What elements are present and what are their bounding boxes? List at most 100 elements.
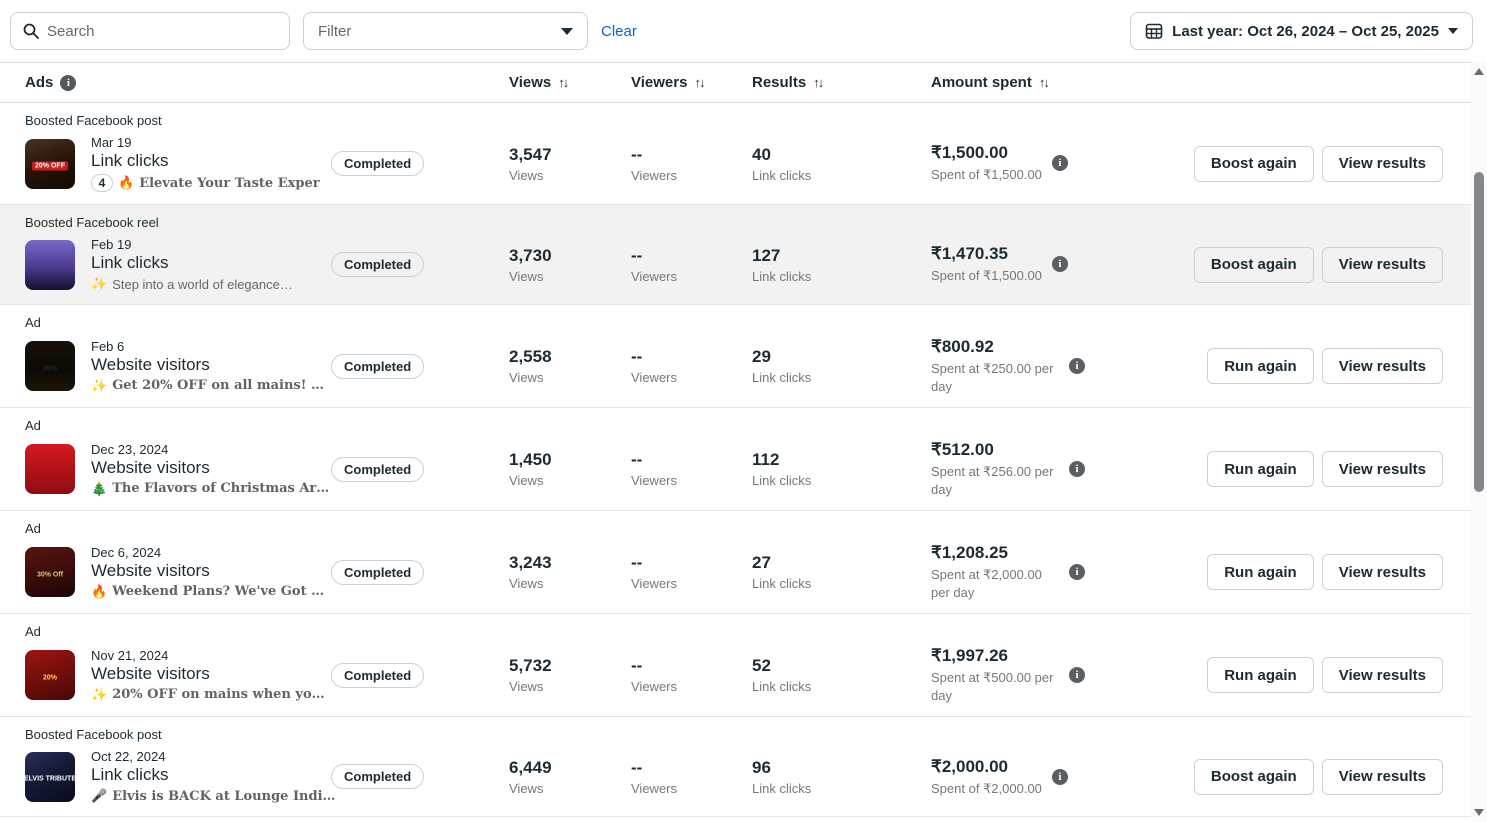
ad-media-cell: 20% OFF Mar 19 Link clicks 4 🔥 Elevate Y… <box>25 135 331 192</box>
ad-thumbnail[interactable]: 20% <box>25 650 75 701</box>
ad-type-label: Boosted Facebook post <box>25 113 162 128</box>
ad-media-cell: Feb 19 Link clicks ✨ Step into a world o… <box>25 237 331 292</box>
info-icon[interactable]: i <box>1051 768 1068 785</box>
ad-objective-title[interactable]: Website visitors <box>91 457 210 477</box>
primary-action-button[interactable]: Run again <box>1207 554 1314 591</box>
table-row[interactable]: Boosted Facebook reel Feb 19 Link clicks… <box>0 205 1487 305</box>
thumbnail-overlay-text: 20% OFF <box>32 161 68 171</box>
column-header-ads: Ads i <box>25 74 509 91</box>
caption-text: Elvis is BACK at Lounge Indi… <box>112 788 336 804</box>
sort-icon: ↑↓ <box>694 75 705 90</box>
viewers-value: -- <box>631 553 643 573</box>
views-cell: 5,732 Views <box>509 656 631 694</box>
primary-action-button[interactable]: Run again <box>1207 451 1314 488</box>
ad-caption: ✨ 20% OFF on mains when yo… <box>91 687 325 703</box>
scroll-up-icon[interactable] <box>1474 68 1484 75</box>
viewers-label: Viewers <box>631 370 678 386</box>
ad-media-cell: 20% Feb 6 Website visitors ✨ Get 20% OFF… <box>25 339 331 394</box>
ad-date: Dec 23, 2024 <box>91 441 169 457</box>
primary-action-button[interactable]: Run again <box>1207 348 1314 385</box>
ad-thumbnail[interactable] <box>25 444 75 495</box>
viewers-label: Viewers <box>631 473 678 489</box>
caption-emoji-icon: 🔥 <box>118 175 135 190</box>
status-cell: Completed <box>331 456 509 482</box>
amount-spent-value: ₹2,000.00 <box>931 756 1008 776</box>
view-results-button[interactable]: View results <box>1321 657 1443 694</box>
date-range-button[interactable]: Last year: Oct 26, 2024 – Oct 25, 2025 <box>1130 12 1473 50</box>
viewers-value: -- <box>631 757 643 777</box>
primary-action-button[interactable]: Boost again <box>1193 145 1314 182</box>
results-value: 96 <box>752 757 771 777</box>
amount-spent-value: ₹1,208.25 <box>931 543 1008 563</box>
scroll-down-icon[interactable] <box>1474 809 1484 816</box>
column-header-amount-spent[interactable]: Amount spent ↑↓ <box>931 74 1050 91</box>
ad-thumbnail[interactable]: ELVIS TRIBUTE <box>25 751 75 802</box>
vertical-scrollbar[interactable] <box>1471 62 1487 822</box>
ad-media-cell: ELVIS TRIBUTE Oct 22, 2024 Link clicks 🎤… <box>25 749 336 804</box>
search-input[interactable]: Search <box>10 12 290 50</box>
chevron-down-icon <box>561 27 573 35</box>
ad-objective-title[interactable]: Link clicks <box>91 151 169 170</box>
scrollbar-thumb[interactable] <box>1474 172 1484 492</box>
amount-spent-cell: ₹2,000.00 Spent of ₹2,000.00 i <box>931 757 1151 798</box>
clear-filters-link[interactable]: Clear <box>601 22 637 40</box>
info-icon[interactable]: i <box>1069 667 1085 684</box>
table-row[interactable]: Ad 30% Off Dec 6, 2024 Website visitors … <box>0 511 1487 615</box>
table-row[interactable]: Boosted Facebook post ELVIS TRIBUTE Oct … <box>0 717 1487 818</box>
info-icon[interactable]: i <box>60 74 77 91</box>
ad-thumbnail[interactable]: 20% <box>25 341 75 392</box>
table-row[interactable]: Ad Dec 23, 2024 Website visitors 🎄 The F… <box>0 408 1487 512</box>
ad-objective-title[interactable]: Link clicks <box>91 253 169 272</box>
ad-date: Mar 19 <box>91 135 132 150</box>
primary-action-button[interactable]: Boost again <box>1193 246 1314 283</box>
ad-caption: 4 🔥 Elevate Your Taste Exper <box>91 174 320 192</box>
ad-type-label: Ad <box>25 624 41 640</box>
filter-dropdown[interactable]: Filter <box>303 12 588 50</box>
ad-objective-title[interactable]: Website visitors <box>91 354 210 374</box>
views-cell: 1,450 Views <box>509 450 631 488</box>
view-results-button[interactable]: View results <box>1321 145 1443 182</box>
info-icon[interactable]: i <box>1069 461 1085 478</box>
amount-spent-value: ₹800.92 <box>931 337 994 356</box>
info-icon[interactable]: i <box>1069 564 1085 581</box>
view-results-button[interactable]: View results <box>1321 246 1443 283</box>
caption-text: Step into a world of elegance… <box>112 276 293 292</box>
ad-thumbnail[interactable]: 20% OFF <box>25 138 75 189</box>
filter-label: Filter <box>318 22 352 40</box>
chevron-down-icon <box>1448 28 1458 34</box>
table-row[interactable]: Ad 20% Nov 21, 2024 Website visitors ✨ 2… <box>0 614 1487 718</box>
info-icon[interactable]: i <box>1051 256 1068 273</box>
amount-spent-cell: ₹512.00 Spent at ₹256.00 per day i <box>931 440 1151 498</box>
info-icon[interactable]: i <box>1069 358 1085 375</box>
view-results-button[interactable]: View results <box>1321 451 1443 488</box>
views-cell: 6,449 Views <box>509 758 631 796</box>
ad-thumbnail[interactable]: 30% Off <box>25 547 75 598</box>
table-row[interactable]: Boosted Facebook post 20% OFF Mar 19 Lin… <box>0 103 1487 205</box>
thumbnail-overlay-text: 20% <box>42 674 58 682</box>
ad-thumbnail[interactable] <box>25 239 75 290</box>
caption-emoji-icon: 🎄 <box>91 480 108 496</box>
ad-objective-title[interactable]: Website visitors <box>91 663 210 683</box>
view-results-button[interactable]: View results <box>1321 554 1443 591</box>
ad-objective-title[interactable]: Link clicks <box>91 765 169 785</box>
info-icon[interactable]: i <box>1051 155 1068 172</box>
column-header-results[interactable]: Results ↑↓ <box>752 74 824 91</box>
ad-type-label: Ad <box>25 418 41 434</box>
view-results-button[interactable]: View results <box>1321 758 1443 795</box>
primary-action-button[interactable]: Boost again <box>1193 758 1314 795</box>
views-cell: 2,558 Views <box>509 347 631 385</box>
amount-spent-detail: Spent at ₹250.00 per day <box>931 361 1054 394</box>
status-badge: Completed <box>331 456 425 482</box>
amount-spent-value: ₹1,997.26 <box>931 646 1008 666</box>
view-results-button[interactable]: View results <box>1321 348 1443 385</box>
amount-spent-value: ₹1,470.35 <box>931 244 1008 264</box>
ad-media-cell: Dec 23, 2024 Website visitors 🎄 The Flav… <box>25 442 331 497</box>
column-header-viewers[interactable]: Viewers ↑↓ <box>631 74 705 91</box>
table-row[interactable]: Ad 20% Feb 6 Website visitors ✨ Get 20% … <box>0 305 1487 409</box>
thumbnail-overlay-text <box>47 471 53 473</box>
ad-objective-title[interactable]: Website visitors <box>91 560 210 580</box>
primary-action-button[interactable]: Run again <box>1207 657 1314 694</box>
status-badge: Completed <box>331 252 425 277</box>
column-header-views[interactable]: Views ↑↓ <box>509 74 569 91</box>
viewers-cell: -- Viewers <box>631 656 752 694</box>
